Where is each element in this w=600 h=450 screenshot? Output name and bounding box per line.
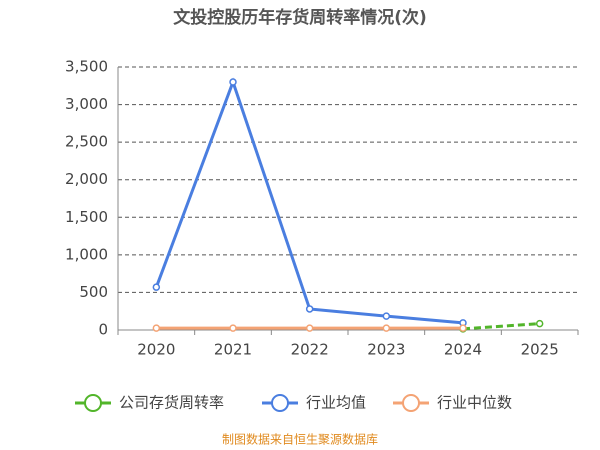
point	[152, 283, 161, 291]
x-tick-label: 2020	[137, 341, 175, 359]
point	[152, 324, 161, 332]
y-tick-label: 3,500	[65, 58, 108, 76]
series-line	[154, 77, 464, 325]
chart-title: 文投控股历年存货周转率情况(次)	[173, 7, 427, 28]
legend-label: 行业均值	[306, 394, 366, 412]
point	[305, 324, 314, 332]
x-tick-label: 2023	[367, 341, 405, 359]
point	[305, 305, 314, 313]
point	[382, 324, 391, 332]
legend-marker	[84, 394, 102, 412]
x-tick-label: 2022	[291, 341, 329, 359]
y-tick-label: 1,000	[65, 245, 108, 263]
legend-label: 公司存货周转率	[119, 394, 224, 412]
source-note: 制图数据来自恒生聚源数据库	[222, 432, 378, 447]
y-tick-label: 2,000	[65, 170, 108, 188]
y-tick-label: 2,500	[65, 133, 108, 151]
point	[535, 319, 544, 328]
point	[459, 324, 467, 332]
legend-label: 行业中位数	[437, 394, 512, 412]
x-tick-label: 2024	[444, 341, 482, 359]
legend-marker	[271, 394, 289, 412]
y-tick-label: 500	[79, 283, 108, 301]
legend-marker	[402, 394, 420, 412]
y-tick-label: 0	[98, 321, 108, 339]
point	[229, 324, 237, 332]
point	[382, 312, 391, 320]
x-tick-label: 2025	[521, 341, 559, 359]
y-tick-label: 1,500	[65, 208, 108, 226]
series-line	[462, 322, 540, 331]
x-tick-label: 2021	[214, 341, 252, 359]
point	[229, 78, 237, 86]
y-tick-label: 3,000	[65, 95, 108, 113]
